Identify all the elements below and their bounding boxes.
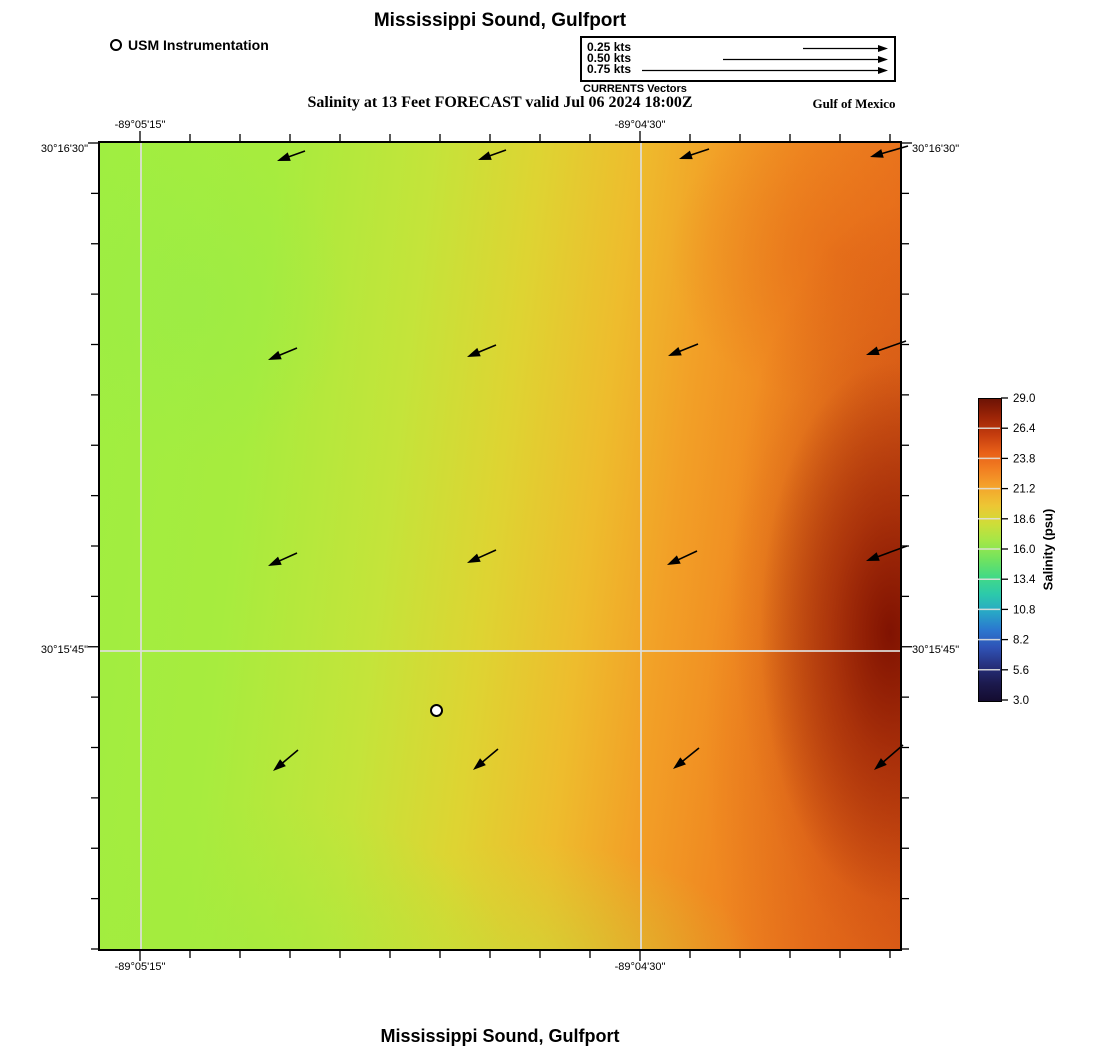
vector-scale-label-075: 0.75 kts [587,62,632,76]
vector-scale-label-050: 0.50 kts [587,51,632,65]
currents-vectors-caption: CURRENTS Vectors [583,83,687,95]
y-tick-label-right-top: 30°16'30" [912,143,960,155]
svg-text:29.0: 29.0 [1013,393,1035,405]
region-label: Gulf of Mexico [812,96,896,111]
svg-text:21.2: 21.2 [1013,484,1035,496]
y-tick-label-right-bottom: 30°15'45" [912,644,960,656]
figure-bottom-title: Mississippi Sound, Gulfport [380,1026,620,1046]
instrument-legend-label: USM Instrumentation [128,37,269,53]
gridline-horizontal-1 [100,650,900,652]
salinity-map [98,141,902,951]
x-tick-label-bottom-right: -89°04'30" [614,961,666,973]
forecast-subtitle: Salinity at 13 Feet FORECAST valid Jul 0… [307,94,693,111]
vector-scale-legend: 0.25 kts 0.50 kts 0.75 kts [580,36,896,82]
svg-text:13.4: 13.4 [1013,574,1036,586]
salinity-colorbar [978,398,1002,702]
svg-text:16.0: 16.0 [1013,544,1035,556]
usm-instrument-marker [430,704,443,717]
gridline-vertical-1 [140,143,142,949]
svg-text:5.6: 5.6 [1013,665,1029,677]
instrument-legend: USM Instrumentation [110,36,269,54]
svg-text:8.2: 8.2 [1013,635,1029,647]
svg-text:10.8: 10.8 [1013,604,1035,616]
svg-text:23.8: 23.8 [1013,453,1035,465]
svg-text:3.0: 3.0 [1013,695,1029,707]
colorbar-axis-title: Salinity (psu) [1040,508,1056,591]
x-tick-label-bottom-left: -89°05'15" [114,961,166,973]
svg-text:26.4: 26.4 [1013,423,1036,435]
gridline-vertical-2 [640,143,642,949]
svg-text:18.6: 18.6 [1013,514,1035,526]
instrument-marker-icon [110,39,122,51]
y-tick-label-left-top: 30°16'30" [40,143,88,155]
vector-scale-label-025: 0.25 kts [587,40,632,54]
x-tick-label-top-left: -89°05'15" [114,119,166,131]
x-tick-label-top-right: -89°04'30" [614,119,666,131]
figure-title: Mississippi Sound, Gulfport [373,10,627,31]
y-tick-label-left-bottom: 30°15'45" [40,644,88,656]
